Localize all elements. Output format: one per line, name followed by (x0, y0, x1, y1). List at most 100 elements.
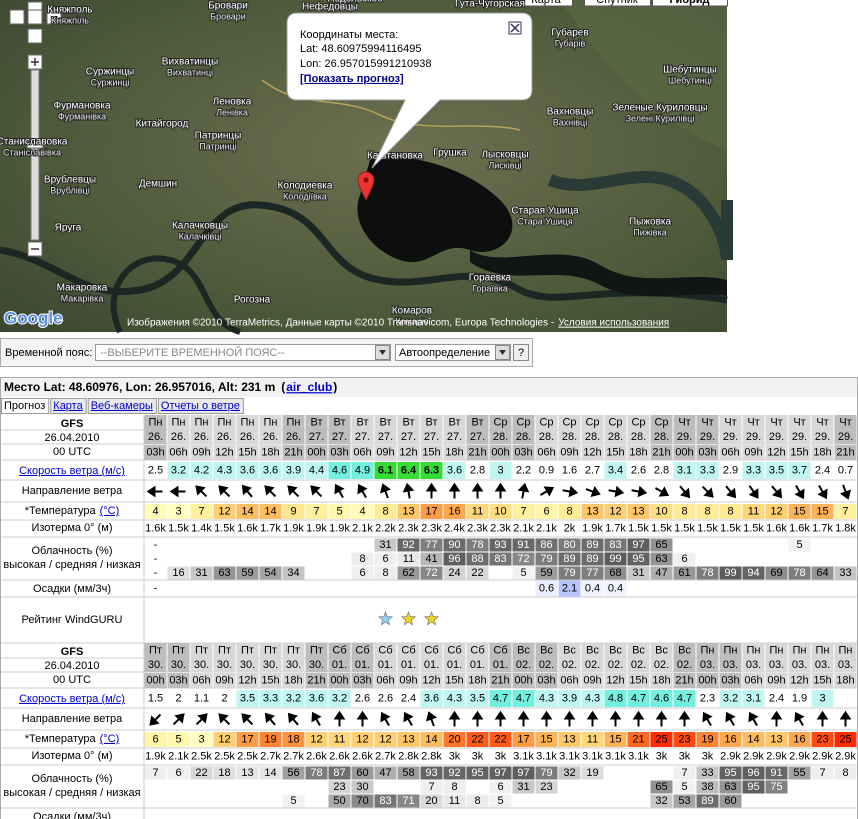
pan-center[interactable] (27, 9, 43, 25)
tab[interactable] (1, 398, 50, 414)
help-button[interactable] (513, 344, 529, 361)
pan-down[interactable] (27, 28, 43, 44)
wind-arrow (702, 711, 713, 727)
temperature-cell (742, 732, 765, 747)
temperature-cell (834, 504, 857, 519)
wind-arrow (379, 483, 392, 499)
temperature-cell (328, 504, 351, 519)
header-cell (765, 643, 788, 658)
wind-arrow (334, 483, 345, 499)
cloud-high-value: 92 (402, 539, 414, 551)
hour-label: 18h (813, 446, 831, 458)
map-type-button[interactable] (584, 0, 651, 7)
map-type-button[interactable] (652, 0, 728, 7)
cloud_mid-cell (420, 552, 443, 566)
day-label: Пт (264, 644, 277, 656)
isotherm-value: 2.7k (375, 750, 396, 762)
isotherm-value: 3k (656, 750, 668, 762)
isotherm-value: 1.5k (214, 522, 235, 534)
cloud_low-cell (374, 794, 397, 808)
isotherm-value: 2.3k (467, 522, 488, 534)
map-type-button[interactable] (520, 0, 573, 7)
cloud_low-cell (466, 794, 489, 808)
temperature-value: 13 (632, 505, 644, 517)
row-label-temperature-unit[interactable]: (°C) (100, 733, 120, 745)
row-label-clouds: Облачность (%) (31, 773, 112, 785)
tab[interactable] (50, 398, 87, 414)
wind-speed: 1.5 (148, 692, 163, 704)
zoom-slider[interactable] (30, 69, 40, 241)
zoom-thumb[interactable] (26, 139, 44, 149)
zoom-control[interactable] (9, 1, 62, 257)
header-cell (420, 430, 443, 444)
tab-label[interactable]: Карта (53, 400, 83, 412)
header-cell (604, 445, 627, 460)
pan-right[interactable] (46, 9, 62, 25)
tab[interactable] (87, 398, 157, 414)
row-label-temperature-unit[interactable]: (°C) (100, 505, 120, 517)
wind-speed: 3.6 (424, 692, 439, 704)
header-cell (374, 673, 397, 688)
place-name: Яруга (55, 223, 82, 234)
temperature-cell (512, 732, 535, 747)
hour-label: 12h (399, 446, 417, 458)
cloud_high-cell (420, 538, 443, 552)
header-cell (466, 430, 489, 444)
wind-speed: 2.5 (148, 464, 163, 476)
cloud-high-value: 32 (563, 767, 575, 779)
wind-speed: 3.5 (470, 692, 485, 704)
wind-cell (190, 690, 213, 707)
header-cell (765, 430, 788, 444)
map-type-buttons[interactable]: Карта Спутник Гибрид (520, 0, 728, 7)
temperature-cell (443, 504, 466, 519)
hour-label: 12h (767, 446, 785, 458)
header-cell (535, 658, 558, 672)
wind-arrow (448, 482, 461, 499)
cloud_mid-cell (650, 780, 673, 794)
day-label: Ср (562, 416, 576, 428)
hour-label: 18h (261, 446, 279, 458)
wind-speed: 2.6 (631, 464, 646, 476)
popup-forecast-link[interactable]: [Показать прогноз] (300, 73, 404, 85)
wind-speed: 6.1 (378, 464, 393, 476)
map-type-label: Спутник (596, 0, 638, 6)
wind-cell (696, 462, 719, 479)
hour-label: 03h (514, 446, 532, 458)
location-marker[interactable] (357, 171, 375, 202)
day-label: Ср (493, 416, 507, 428)
tab[interactable] (157, 398, 244, 414)
date-label: 03. (723, 659, 738, 671)
hour-label: 03h (698, 446, 716, 458)
tab-label[interactable]: Прогноз (4, 400, 45, 412)
precipitation-value: 0.4 (608, 582, 623, 594)
help-text: ? (518, 347, 524, 359)
hour-label: 21h (652, 446, 670, 458)
tab-label[interactable]: Веб-камеры (91, 400, 153, 412)
date-label: 03. (815, 659, 830, 671)
map-terms-link[interactable]: Условия использования (558, 318, 669, 329)
header-cell (604, 430, 627, 444)
timezone-select[interactable] (95, 344, 391, 361)
date-label: 02. (608, 659, 623, 671)
cloud-high-value: 93 (494, 539, 506, 551)
wind-speed: 2.7 (585, 464, 600, 476)
pan-left[interactable] (9, 9, 25, 25)
cloud_mid-cell (581, 552, 604, 566)
temperature-value: 15 (540, 733, 552, 745)
wind-speed: 2.4 (769, 692, 784, 704)
header-cell (190, 658, 213, 672)
select-arrow-icon (499, 350, 506, 355)
header-cell (420, 415, 443, 430)
cloud-low-value: 69 (770, 567, 782, 579)
cloud-high-value: 6 (175, 767, 181, 779)
cloud-mid-value: 72 (517, 553, 529, 565)
tab-label[interactable]: Отчеты о ветре (161, 400, 240, 412)
auto-select[interactable] (395, 344, 511, 361)
cloud_high-cell (512, 766, 535, 780)
row-label-precipitation: Осадки (мм/3ч) (33, 583, 111, 595)
club-link[interactable]: air_club (286, 380, 332, 394)
temperature-cell (167, 504, 190, 519)
wind-cell (420, 462, 443, 479)
isotherm-value: 1.5k (628, 522, 649, 534)
